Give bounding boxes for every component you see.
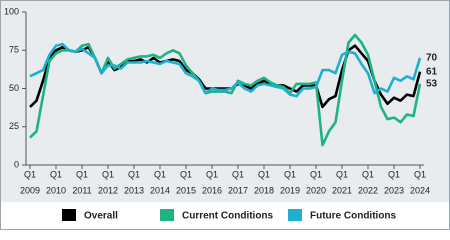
end-label: 70 bbox=[426, 53, 438, 64]
year-label: 2021 bbox=[332, 185, 352, 195]
year-label: 2017 bbox=[228, 185, 248, 195]
x-tick-label: Q1 bbox=[24, 169, 36, 179]
year-label: 2016 bbox=[202, 185, 222, 195]
x-tick-label: Q1 bbox=[180, 169, 192, 179]
legend-label: Current Conditions bbox=[182, 211, 274, 222]
x-tick-label: Q1 bbox=[388, 169, 400, 179]
chart: 0 25 50 75 100 Q1 Q1 Q1 Q1 Q1 Q1 Q1 Q1 Q1 Q1 Q1 Q1 Q1 Q1 Q1… bbox=[0, 0, 450, 230]
x-tick-label: Q1 bbox=[310, 169, 322, 179]
x-tick-label: Q1 bbox=[362, 169, 374, 179]
x-tick-label: Q1 bbox=[128, 169, 140, 179]
year-label: 2012 bbox=[98, 185, 118, 195]
plot-panel bbox=[1, 1, 449, 202]
x-tick-label: Q1 bbox=[258, 169, 270, 179]
year-label: 2019 bbox=[280, 185, 300, 195]
x-tick-label: Q1 bbox=[232, 169, 244, 179]
x-tick-label: Q1 bbox=[102, 169, 114, 179]
x-tick-label: Q1 bbox=[336, 169, 348, 179]
year-label: 2014 bbox=[150, 185, 170, 195]
year-label: 2022 bbox=[358, 185, 378, 195]
series-line bbox=[29, 42, 422, 98]
year-label: 2013 bbox=[124, 185, 144, 195]
year-label: 2011 bbox=[72, 185, 91, 195]
year-label: 2015 bbox=[176, 185, 196, 195]
legend-label: Future Conditions bbox=[310, 211, 397, 222]
year-label: 2024 bbox=[410, 185, 430, 195]
x-tick-label: Q1 bbox=[50, 169, 62, 179]
y-tick-label: 75 bbox=[9, 45, 19, 55]
legend-swatch bbox=[62, 209, 76, 221]
y-tick-label: 100 bbox=[4, 6, 19, 16]
x-tick-label: Q1 bbox=[154, 169, 166, 179]
end-label: 61 bbox=[426, 66, 438, 77]
y-tick-label: 25 bbox=[9, 121, 19, 131]
year-label: 2023 bbox=[384, 185, 404, 195]
year-label: 2009 bbox=[20, 185, 40, 195]
x-tick-label: Q1 bbox=[284, 169, 296, 179]
legend-swatch bbox=[160, 209, 174, 221]
year-label: 2018 bbox=[254, 185, 274, 195]
x-tick-label: Q1 bbox=[414, 169, 426, 179]
end-label: 53 bbox=[426, 79, 438, 90]
year-label: 2010 bbox=[46, 185, 66, 195]
year-label: 2020 bbox=[306, 185, 326, 195]
y-tick-label: 0 bbox=[14, 159, 19, 169]
y-tick-label: 50 bbox=[9, 83, 19, 93]
x-tick-label: Q1 bbox=[206, 169, 218, 179]
legend-label: Overall bbox=[84, 211, 118, 222]
legend-swatch bbox=[288, 209, 302, 221]
x-tick-label: Q1 bbox=[76, 169, 88, 179]
